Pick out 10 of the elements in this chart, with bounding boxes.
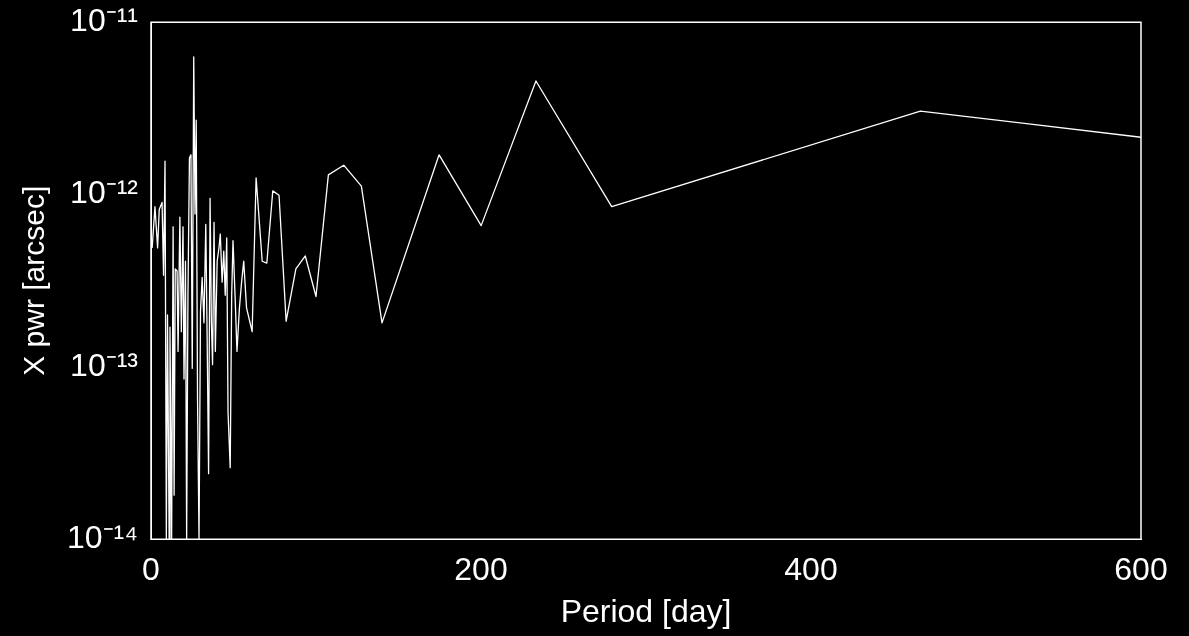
x-tick-label: 200 bbox=[454, 551, 508, 588]
y-tick-label: 10⁻¹² bbox=[70, 174, 139, 211]
y-tick-label: 10⁻¹¹ bbox=[70, 2, 138, 39]
x-tick-label: 0 bbox=[142, 551, 160, 588]
y-tick-label: 10⁻¹⁴ bbox=[67, 519, 138, 556]
x-tick-label: 400 bbox=[784, 551, 838, 588]
x-axis-title: Period [day] bbox=[560, 592, 732, 629]
x-tick-label: 600 bbox=[1114, 551, 1168, 588]
y-tick-label: 10⁻¹³ bbox=[70, 346, 139, 383]
y-axis-title: X pwr [arcsec] bbox=[17, 185, 51, 376]
